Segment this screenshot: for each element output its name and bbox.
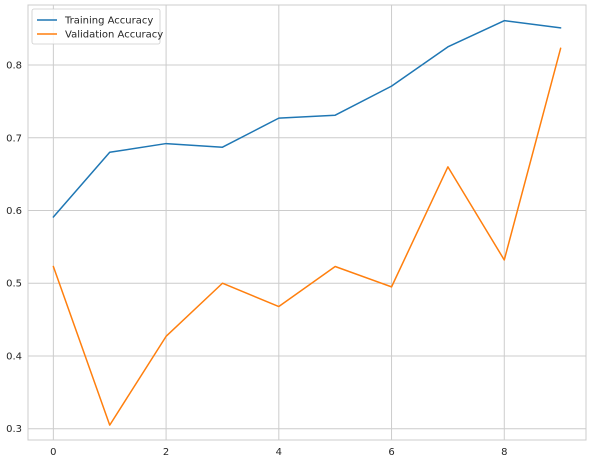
y-tick-label: 0.4	[6, 351, 22, 362]
y-axis-ticks: 0.3 0.4 0.5 0.6 0.7 0.8	[6, 61, 22, 436]
legend: Training Accuracy Validation Accuracy	[31, 8, 163, 45]
y-tick-label: 0.3	[6, 424, 22, 435]
y-tick-label: 0.7	[6, 133, 22, 144]
legend-box	[31, 8, 161, 45]
series-lines	[52, 19, 562, 426]
x-tick-label: 8	[501, 447, 507, 458]
validation-accuracy-line	[52, 47, 562, 426]
validation-accuracy-legend-label: Validation Accuracy	[65, 30, 163, 41]
grid-lines	[28, 5, 586, 440]
x-axis-ticks: 0 2 4 6 8	[50, 447, 507, 458]
plot-area	[27, 4, 587, 441]
training-accuracy-line	[52, 19, 562, 218]
training-accuracy-legend-label: Training Accuracy	[64, 16, 153, 27]
y-tick-label: 0.5	[6, 279, 22, 290]
x-tick-label: 0	[50, 447, 56, 458]
x-tick-label: 6	[388, 447, 394, 458]
y-tick-label: 0.8	[6, 61, 22, 72]
x-tick-label: 2	[163, 447, 169, 458]
y-tick-label: 0.6	[6, 206, 22, 217]
x-tick-label: 4	[276, 447, 282, 458]
